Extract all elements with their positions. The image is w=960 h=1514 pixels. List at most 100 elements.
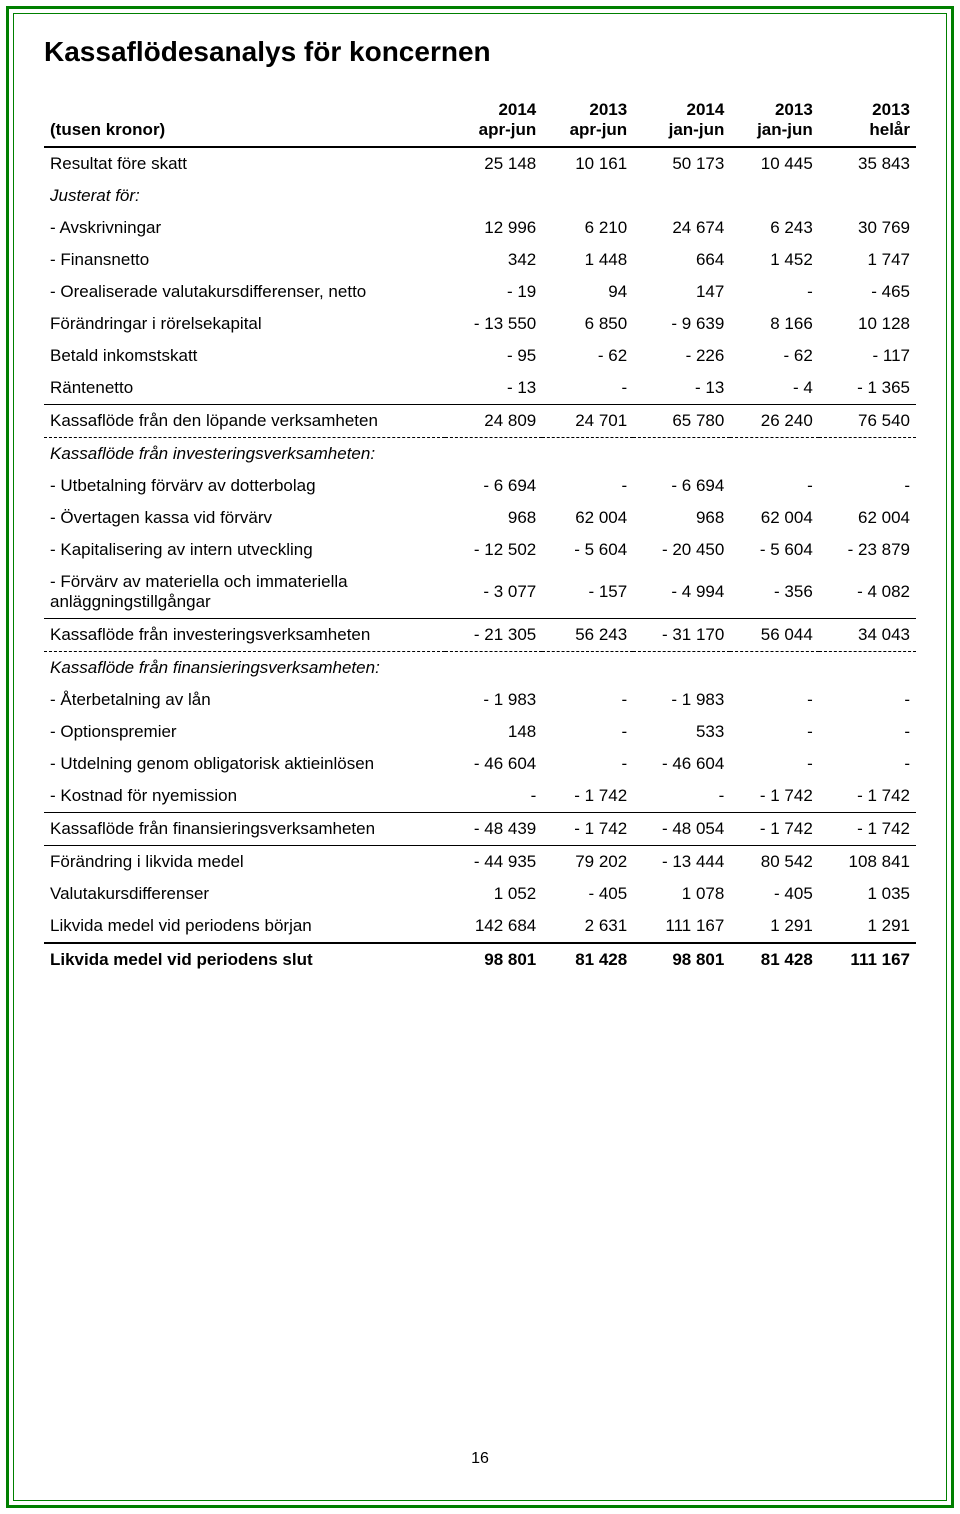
cell: - 1 983 [633, 684, 730, 716]
cell: 6 243 [730, 212, 818, 244]
table-row: Betald inkomstskatt- 95- 62- 226- 62- 11… [44, 340, 916, 372]
row-label: Kassaflöde från den löpande verksamheten [44, 405, 445, 438]
cell: 81 428 [542, 943, 633, 976]
cell: 10 128 [819, 308, 916, 340]
cell [445, 438, 542, 471]
cell: - 48 054 [633, 813, 730, 846]
cell: - [542, 470, 633, 502]
cell: 35 843 [819, 147, 916, 180]
row-label: Resultat före skatt [44, 147, 445, 180]
row-label: Valutakursdifferenser [44, 878, 445, 910]
cell: - [819, 748, 916, 780]
cell: 148 [445, 716, 542, 748]
table-row: - Förvärv av materiella och immateriella… [44, 566, 916, 619]
cell: 142 684 [445, 910, 542, 943]
table-row: Kassaflöde från investeringsverksamheten… [44, 438, 916, 471]
row-label: - Avskrivningar [44, 212, 445, 244]
cell: 6 210 [542, 212, 633, 244]
cell: - [633, 780, 730, 813]
cell: - [730, 684, 818, 716]
row-label: Kassaflöde från investeringsverksamheten… [44, 438, 445, 471]
table-row: Förändringar i rörelsekapital- 13 5506 8… [44, 308, 916, 340]
cell: 98 801 [633, 943, 730, 976]
cell: - 9 639 [633, 308, 730, 340]
cell: 1 052 [445, 878, 542, 910]
cell: - 23 879 [819, 534, 916, 566]
row-label: - Utbetalning förvärv av dotterbolag [44, 470, 445, 502]
cell: - 62 [730, 340, 818, 372]
cell: 111 167 [633, 910, 730, 943]
header-col-0: 2014apr-jun [445, 94, 542, 147]
table-row: Valutakursdifferenser1 052- 4051 078- 40… [44, 878, 916, 910]
table-row: - Finansnetto3421 4486641 4521 747 [44, 244, 916, 276]
cell: - [542, 372, 633, 405]
table-row: Kassaflöde från den löpande verksamheten… [44, 405, 916, 438]
cell: 50 173 [633, 147, 730, 180]
cell: - 1 742 [819, 780, 916, 813]
cell: 533 [633, 716, 730, 748]
cell [730, 652, 818, 685]
cell [730, 438, 818, 471]
page-number: 16 [44, 1450, 916, 1468]
cell: 94 [542, 276, 633, 308]
cell: - 20 450 [633, 534, 730, 566]
table-head: (tusen kronor) 2014apr-jun 2013apr-jun 2… [44, 94, 916, 147]
row-label: - Orealiserade valutakursdifferenser, ne… [44, 276, 445, 308]
cell: 1 452 [730, 244, 818, 276]
cell: 12 996 [445, 212, 542, 244]
table-row: - Orealiserade valutakursdifferenser, ne… [44, 276, 916, 308]
cell: - 46 604 [445, 748, 542, 780]
cell: 62 004 [542, 502, 633, 534]
cell: - [819, 684, 916, 716]
cell: - 157 [542, 566, 633, 619]
cell [633, 652, 730, 685]
cell: - 4 994 [633, 566, 730, 619]
row-label: Räntenetto [44, 372, 445, 405]
cell: - 117 [819, 340, 916, 372]
cell: 56 243 [542, 619, 633, 652]
row-label: - Optionspremier [44, 716, 445, 748]
cell: 1 747 [819, 244, 916, 276]
header-row: (tusen kronor) 2014apr-jun 2013apr-jun 2… [44, 94, 916, 147]
row-label: Förändring i likvida medel [44, 846, 445, 879]
row-label: - Övertagen kassa vid förvärv [44, 502, 445, 534]
cell: - 46 604 [633, 748, 730, 780]
cell: 1 448 [542, 244, 633, 276]
cell: 24 701 [542, 405, 633, 438]
cell: - 5 604 [730, 534, 818, 566]
cell: - 465 [819, 276, 916, 308]
cell: 30 769 [819, 212, 916, 244]
table-row: - Avskrivningar12 9966 21024 6746 24330 … [44, 212, 916, 244]
row-label: Likvida medel vid periodens slut [44, 943, 445, 976]
table-row: Likvida medel vid periodens slut 98 80181… [44, 943, 916, 976]
cell [819, 438, 916, 471]
cell: - 1 742 [542, 780, 633, 813]
cell: - 1 365 [819, 372, 916, 405]
row-label: - Återbetalning av lån [44, 684, 445, 716]
table-row: Räntenetto- 13-- 13- 4- 1 365 [44, 372, 916, 405]
cell: 81 428 [730, 943, 818, 976]
cell: - [542, 716, 633, 748]
cell: 25 148 [445, 147, 542, 180]
row-label: - Finansnetto [44, 244, 445, 276]
page-content: Kassaflödesanalys för koncernen (tusen k… [44, 36, 916, 1478]
cell: - 3 077 [445, 566, 542, 619]
cell: - 13 [633, 372, 730, 405]
cell: 62 004 [730, 502, 818, 534]
header-col-4: 2013helår [819, 94, 916, 147]
cell: 80 542 [730, 846, 818, 879]
cell: 56 044 [730, 619, 818, 652]
table-row: Kassaflöde från finansieringsverksamhete… [44, 813, 916, 846]
cell [633, 180, 730, 212]
cell: - 6 694 [445, 470, 542, 502]
cell: - [445, 780, 542, 813]
cell: 10 161 [542, 147, 633, 180]
row-label: Kassaflöde från finansieringsverksamhete… [44, 652, 445, 685]
cell: - [542, 684, 633, 716]
row-label: - Kostnad för nyemission [44, 780, 445, 813]
cell [730, 180, 818, 212]
row-label: - Förvärv av materiella och immateriella… [44, 566, 445, 619]
table-row: Resultat före skatt25 14810 16150 17310 … [44, 147, 916, 180]
cell: - 12 502 [445, 534, 542, 566]
cell: 1 291 [730, 910, 818, 943]
